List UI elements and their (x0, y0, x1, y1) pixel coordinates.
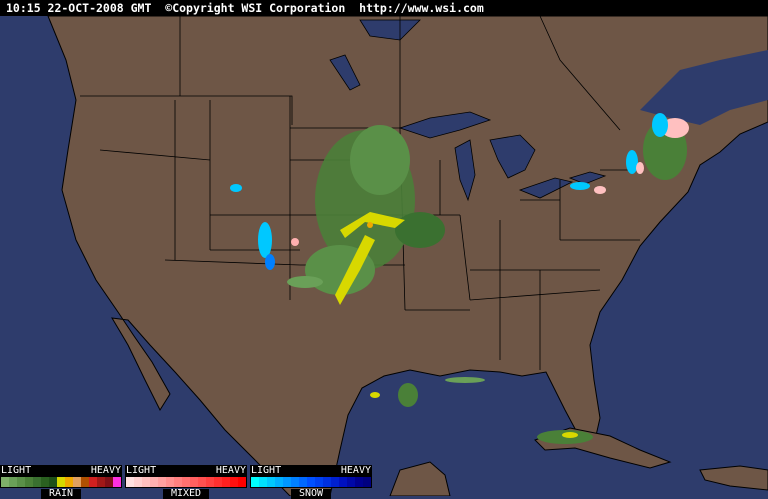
legend-swatch (57, 477, 65, 487)
legend-swatch (9, 477, 17, 487)
legend-swatch (81, 477, 89, 487)
legend-swatch (251, 477, 259, 487)
legend-swatch (41, 477, 49, 487)
legend-swatch (142, 477, 150, 487)
legend-swatch (134, 477, 142, 487)
legend-swatch (166, 477, 174, 487)
legend-swatch (315, 477, 323, 487)
legend-swatch (347, 477, 355, 487)
legend-swatch (65, 477, 73, 487)
legend-swatch (323, 477, 331, 487)
legend-color-bar (0, 476, 122, 488)
legend-swatch (89, 477, 97, 487)
legend-color-bar (125, 476, 247, 488)
timestamp: 10:15 22-OCT-2008 GMT (6, 1, 152, 15)
legend-rain: LIGHT HEAVY RAIN (0, 465, 122, 499)
legend-heavy-label: HEAVY (215, 465, 246, 476)
legend-heavy-label: HEAVY (340, 465, 371, 476)
legend-swatch (97, 477, 105, 487)
legend-swatch (182, 477, 190, 487)
legend-name: RAIN (41, 489, 81, 499)
legend-swatch (174, 477, 182, 487)
legend-swatch (230, 477, 238, 487)
legend-heavy-label: HEAVY (90, 465, 121, 476)
legend-swatch (150, 477, 158, 487)
legend-swatch (259, 477, 267, 487)
legend-swatch (291, 477, 299, 487)
legend-swatch (190, 477, 198, 487)
legend-swatch (283, 477, 291, 487)
legend-light-label: LIGHT (1, 465, 32, 476)
legend-name: MIXED (163, 489, 209, 499)
legend-swatch (331, 477, 339, 487)
legend-swatch (206, 477, 214, 487)
legend-swatch (355, 477, 363, 487)
yucatan (389, 461, 451, 496)
legend-swatch (33, 477, 41, 487)
great-lakes (329, 19, 607, 202)
legend-swatch (307, 477, 315, 487)
legend-mixed: LIGHT HEAVY MIXED (125, 465, 247, 499)
legend-swatch (299, 477, 307, 487)
legend-swatch (73, 477, 81, 487)
legend-swatch (238, 477, 246, 487)
nova-scotia-gulf (640, 50, 768, 125)
legend-swatch (113, 477, 121, 487)
legend-swatch (222, 477, 230, 487)
legend-color-bar (250, 476, 372, 488)
legend-swatch (17, 477, 25, 487)
radar-echoes (230, 113, 689, 444)
legend-snow: LIGHT HEAVY SNOW (250, 465, 372, 499)
legend-swatch (126, 477, 134, 487)
legend-name: SNOW (291, 489, 331, 499)
legend-swatch (214, 477, 222, 487)
legend-swatch (25, 477, 33, 487)
legend-swatch (267, 477, 275, 487)
legend-light-label: LIGHT (126, 465, 157, 476)
legend-swatch (198, 477, 206, 487)
legend-swatch (1, 477, 9, 487)
legend-swatch (339, 477, 347, 487)
copyright: ©Copyright WSI Corporation (165, 1, 346, 15)
map-header: 10:15 22-OCT-2008 GMT ©Copyright WSI Cor… (0, 0, 768, 16)
legend-swatch (49, 477, 57, 487)
legend-swatch (275, 477, 283, 487)
hispaniola (699, 465, 768, 491)
legend-swatch (158, 477, 166, 487)
legend-swatch (105, 477, 113, 487)
legend-swatch (363, 477, 371, 487)
legend-light-label: LIGHT (251, 465, 282, 476)
state-borders (80, 15, 640, 370)
north-america-landmass (47, 15, 768, 496)
source-url: http://www.wsi.com (359, 1, 484, 15)
